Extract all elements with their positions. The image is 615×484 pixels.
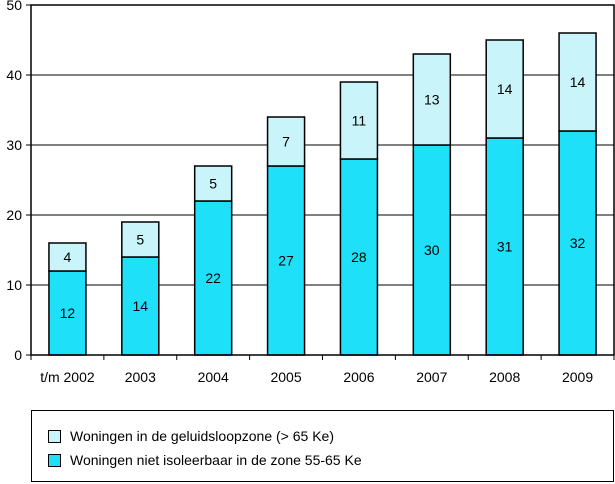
data-label: 31 — [497, 239, 513, 255]
data-label: 28 — [351, 249, 367, 265]
x-tick-label: 2008 — [489, 369, 520, 385]
data-label: 32 — [570, 235, 586, 251]
bar-segment-geluidsloopzone — [48, 242, 87, 272]
bar-segment-geluidsloopzone — [266, 116, 306, 167]
y-tick-label: 0 — [14, 347, 22, 363]
y-tick-label: 30 — [6, 137, 22, 153]
data-label: 11 — [352, 113, 367, 129]
y-tick-label: 10 — [6, 277, 22, 293]
bar-segment-geluidsloopzone — [339, 81, 379, 160]
bar-segment-niet-isoleerbaar — [48, 270, 87, 356]
bar-segment-niet-isoleerbaar — [558, 130, 597, 356]
bar-segment-niet-isoleerbaar — [412, 144, 452, 356]
data-label: 5 — [136, 232, 144, 248]
plot-frame — [30, 4, 615, 356]
x-tick-label: 2005 — [270, 369, 301, 385]
data-label: 14 — [497, 81, 513, 97]
data-label: 14 — [133, 298, 149, 314]
data-label: 12 — [60, 305, 76, 321]
legend-label-geluidsloopzone: Woningen in de geluidsloopzone (> 65 Ke) — [70, 428, 334, 444]
data-label: 5 — [209, 176, 217, 192]
y-tick-label: 40 — [6, 67, 22, 83]
bar-segment-geluidsloopzone — [121, 221, 160, 258]
bar-segment-geluidsloopzone — [193, 165, 233, 202]
data-label: 4 — [64, 249, 72, 265]
y-tick-label: 20 — [6, 207, 22, 223]
bar-segment-geluidsloopzone — [558, 32, 597, 132]
y-tick-label: 50 — [6, 0, 22, 13]
x-tick-label: 2007 — [416, 369, 447, 385]
legend-item-niet-isoleerbaar: Woningen niet isoleerbaar in de zone 55-… — [48, 451, 362, 469]
legend: Woningen in de geluidsloopzone (> 65 Ke)… — [31, 410, 614, 482]
data-label: 27 — [278, 253, 294, 269]
x-tick-label: 2009 — [562, 369, 593, 385]
data-label: 30 — [424, 242, 440, 258]
bar-segment-geluidsloopzone — [412, 53, 452, 146]
data-label: 7 — [282, 134, 290, 150]
data-label: 13 — [424, 92, 440, 108]
bar-segment-niet-isoleerbaar — [339, 158, 379, 356]
legend-swatch-niet-isoleerbaar — [48, 453, 61, 467]
x-tick-label: 2004 — [198, 369, 229, 385]
legend-label-niet-isoleerbaar: Woningen niet isoleerbaar in de zone 55-… — [70, 452, 362, 468]
legend-item-geluidsloopzone: Woningen in de geluidsloopzone (> 65 Ke) — [48, 427, 334, 445]
x-tick-label: t/m 2002 — [40, 369, 95, 385]
data-label: 14 — [570, 74, 586, 90]
bar-segment-niet-isoleerbaar — [266, 165, 306, 356]
legend-swatch-geluidsloopzone — [48, 429, 61, 443]
x-tick-label: 2006 — [343, 369, 374, 385]
stacked-bar-chart: 12 4 14 5 22 5 27 7 28 11 30 13 31 14 32 14 0 10 20 30 40 50 t… — [6, 0, 615, 385]
data-label: 22 — [205, 270, 221, 286]
x-tick-label: 2003 — [125, 369, 156, 385]
bar-segment-geluidsloopzone — [485, 39, 524, 139]
bar-segment-niet-isoleerbaar — [193, 200, 233, 356]
